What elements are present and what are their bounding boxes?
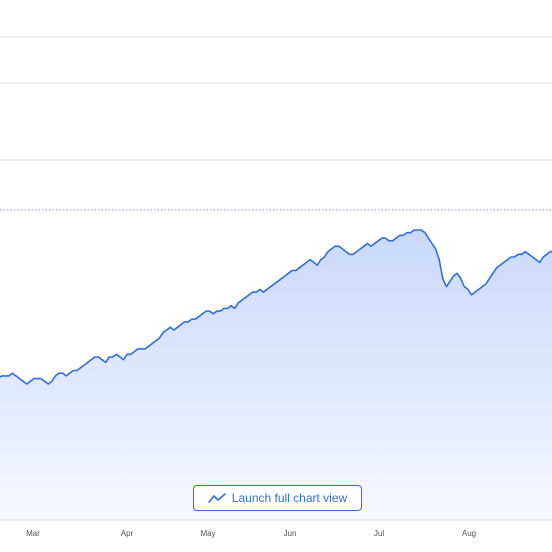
x-tick-label: Mar xyxy=(26,529,40,538)
price-area xyxy=(0,230,552,520)
x-tick-label: Jul xyxy=(374,529,384,538)
trend-line-icon xyxy=(207,492,226,504)
price-line xyxy=(0,229,552,385)
x-tick-label: Aug xyxy=(462,529,476,538)
x-tick-label: Apr xyxy=(121,529,134,538)
gridlines xyxy=(0,36,552,161)
launch-full-chart-button[interactable]: Launch full chart view xyxy=(193,485,362,511)
x-tick-label: May xyxy=(200,529,215,538)
x-axis-ticks: Mar Apr May Jun Jul Aug xyxy=(26,529,476,538)
launch-full-chart-label: Launch full chart view xyxy=(231,491,348,505)
x-tick-label: Jun xyxy=(284,529,297,538)
